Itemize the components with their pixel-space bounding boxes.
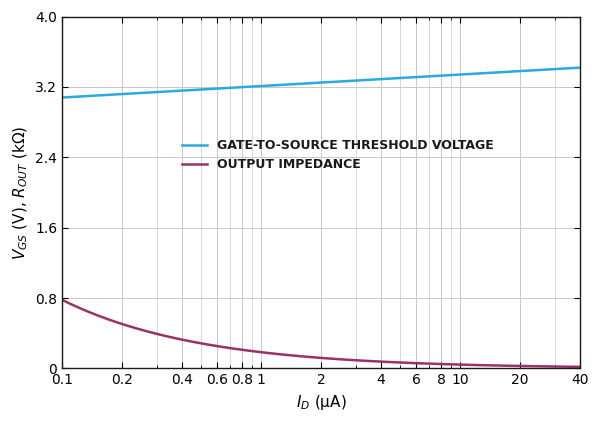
OUTPUT IMPEDANCE	[463, 362, 470, 367]
Line: GATE-TO-SOURCE THRESHOLD VOLTAGE: GATE-TO-SOURCE THRESHOLD VOLTAGE	[62, 68, 580, 98]
GATE-TO-SOURCE THRESHOLD VOLTAGE	[268, 83, 275, 88]
OUTPUT IMPEDANCE	[112, 319, 119, 324]
OUTPUT IMPEDANCE	[472, 363, 479, 368]
OUTPUT IMPEDANCE	[577, 364, 584, 369]
GATE-TO-SOURCE THRESHOLD VOLTAGE	[58, 95, 65, 100]
GATE-TO-SOURCE THRESHOLD VOLTAGE	[287, 82, 294, 87]
OUTPUT IMPEDANCE	[287, 353, 294, 358]
Y-axis label: $V_{GS}$ (V), $R_{OUT}$ (kΩ): $V_{GS}$ (V), $R_{OUT}$ (kΩ)	[11, 125, 29, 260]
OUTPUT IMPEDANCE	[58, 297, 65, 302]
X-axis label: $I_D$ (µA): $I_D$ (µA)	[296, 393, 346, 412]
GATE-TO-SOURCE THRESHOLD VOLTAGE	[463, 71, 470, 77]
GATE-TO-SOURCE THRESHOLD VOLTAGE	[112, 92, 119, 97]
Line: OUTPUT IMPEDANCE: OUTPUT IMPEDANCE	[62, 300, 580, 367]
GATE-TO-SOURCE THRESHOLD VOLTAGE	[472, 71, 479, 76]
GATE-TO-SOURCE THRESHOLD VOLTAGE	[577, 65, 584, 70]
OUTPUT IMPEDANCE	[268, 351, 275, 356]
OUTPUT IMPEDANCE	[414, 361, 421, 366]
Legend: GATE-TO-SOURCE THRESHOLD VOLTAGE, OUTPUT IMPEDANCE: GATE-TO-SOURCE THRESHOLD VOLTAGE, OUTPUT…	[182, 139, 494, 171]
GATE-TO-SOURCE THRESHOLD VOLTAGE	[414, 74, 421, 80]
